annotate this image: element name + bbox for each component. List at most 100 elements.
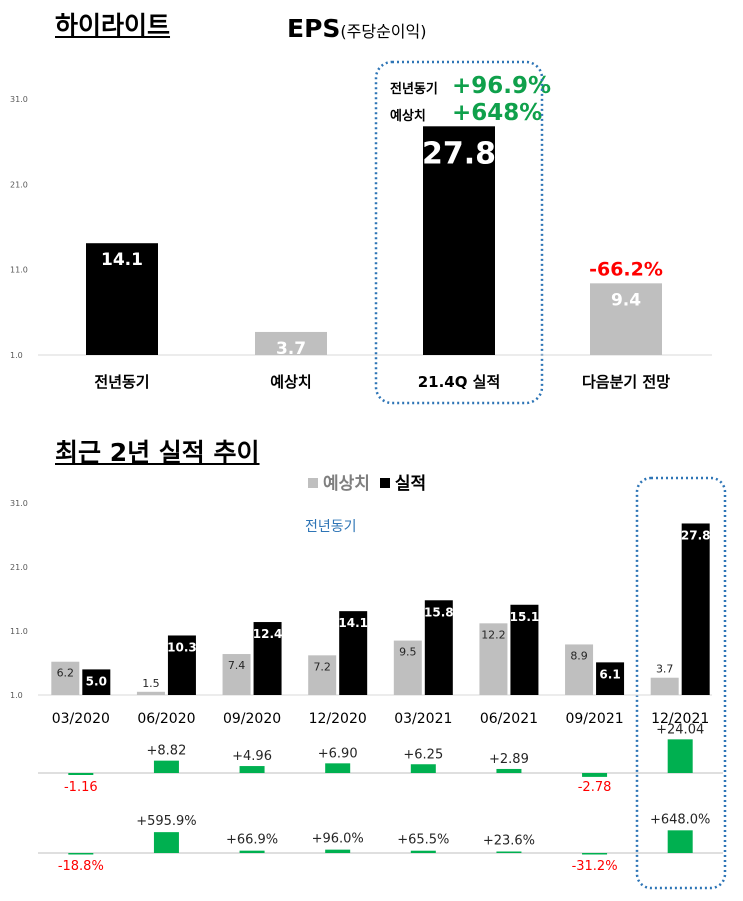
difference-label: -2.78: [578, 780, 612, 795]
callout-estimate-value: +648%: [452, 100, 543, 126]
top-bar-value-label: 14.1: [101, 250, 143, 270]
trend-actual-label: 10.3: [167, 640, 197, 654]
difference-label: +24.04: [656, 722, 704, 737]
top-chart-group: 1.0 11.0 21.0 31.0 14.1 전년동기 3.7 예상치 27.8 21.4Q 실…: [10, 95, 712, 391]
trend-chart-group: 1.0 11.0 21.0 31.0 6.2 5.0 03/2020 1.5 10.3 06/20…: [10, 499, 712, 727]
trend-estimate-label: 7.2: [313, 660, 331, 673]
difference-bar: [496, 768, 522, 773]
eps-chart-title: EPS(주당순이익): [287, 14, 427, 43]
eps-title-sub: (주당순이익): [340, 22, 427, 41]
section-title-trend: 최근 2년 실적 추이: [55, 438, 260, 467]
trend-actual-bar: [596, 662, 625, 695]
difference-bar: [325, 763, 351, 773]
trend-actual-label: 12.4: [253, 627, 283, 641]
percent-label: +96.0%: [312, 832, 364, 847]
legend-label-actual: 실적: [394, 474, 427, 494]
top-bar: [423, 126, 495, 355]
section-title-highlight: 하이라이트: [55, 11, 171, 40]
percent-chart-group: -18.8% +595.9% +66.9% +96.0% +65.5% +23.6% -31…: [38, 812, 723, 874]
trend-estimate-bar: [479, 623, 508, 695]
trend-actual-label: 14.1: [338, 616, 368, 630]
trend-actual-label: 15.8: [424, 605, 454, 619]
trend-estimate-bar: [308, 655, 337, 695]
percent-bar: [582, 853, 608, 855]
difference-bar: [667, 739, 693, 773]
top-ytick-label: 21.0: [10, 180, 28, 189]
eps-title-main: EPS: [287, 14, 341, 43]
trend-category-label: 03/2021: [394, 711, 452, 727]
trend-category-label: 03/2020: [52, 711, 110, 727]
percent-label: -31.2%: [572, 859, 618, 874]
top-category-label: 예상치: [270, 373, 311, 391]
difference-bar: [239, 766, 265, 773]
percent-bar: [68, 853, 94, 855]
trend-actual-label: 5.0: [86, 674, 107, 688]
highlight-box-bottom: [635, 476, 727, 890]
trend-actual-bar: [510, 604, 539, 695]
top-change-annotation: -66.2%: [589, 258, 663, 280]
trend-estimate-label: 3.7: [656, 663, 674, 676]
percent-label: -18.8%: [58, 859, 104, 874]
top-category-label: 21.4Q 실적: [418, 373, 501, 391]
trend-category-label: 09/2021: [565, 711, 623, 727]
callout-yoy: 전년동기 +96.9%: [390, 73, 551, 99]
top-bar: [255, 331, 327, 355]
percent-bar: [325, 849, 351, 853]
trend-estimate-label: 9.5: [399, 646, 417, 659]
trend-estimate-label: 12.2: [481, 628, 506, 641]
trend-actual-bar: [339, 611, 368, 695]
percent-label: +65.5%: [397, 833, 449, 848]
top-ytick-label: 1.0: [10, 351, 23, 360]
top-bar-value-label: 9.4: [611, 290, 641, 310]
difference-bar: [153, 760, 179, 773]
trend-ytick-label: 31.0: [10, 499, 28, 508]
trend-estimate-bar: [136, 691, 165, 695]
trend-actual-bar: [681, 523, 710, 695]
trend-category-label: 06/2020: [137, 711, 195, 727]
top-bar-value-label: 27.8: [422, 136, 496, 171]
chart-legend: 예상치 실적: [308, 469, 436, 494]
highlight-box-top: [374, 60, 544, 405]
callout-estimate: 예상치 +648%: [390, 100, 542, 126]
trend-estimate-label: 8.9: [570, 649, 588, 662]
trend-estimate-bar: [650, 677, 679, 695]
percent-bar: [496, 851, 522, 853]
percent-bar: [239, 850, 265, 853]
trend-actual-label: 6.1: [599, 667, 620, 681]
legend-swatch-estimate: [308, 478, 318, 488]
legend-item-actual: 실적: [379, 474, 427, 494]
yoy-note: 전년동기: [305, 519, 357, 535]
trend-category-label: 12/2020: [309, 711, 367, 727]
percent-bar: [410, 850, 436, 853]
percent-label: +595.9%: [136, 814, 196, 829]
top-bar: [590, 283, 662, 355]
legend-swatch-actual: [379, 478, 390, 488]
trend-actual-bar: [167, 635, 196, 695]
trend-estimate-label: 7.4: [228, 659, 246, 672]
difference-label: +6.25: [403, 747, 443, 762]
top-ytick-label: 11.0: [10, 266, 28, 275]
percent-label: +66.9%: [226, 833, 278, 848]
difference-label: +2.89: [489, 752, 529, 767]
trend-estimate-bar: [222, 654, 251, 695]
trend-actual-bar: [424, 600, 453, 695]
trend-actual-label: 15.1: [510, 610, 540, 624]
difference-bar: [582, 773, 608, 777]
top-bar: [86, 243, 158, 355]
difference-bar: [68, 773, 94, 775]
trend-actual-label: 27.8: [681, 528, 711, 542]
trend-estimate-bar: [565, 644, 594, 695]
callout-yoy-label: 전년동기: [390, 82, 438, 97]
top-category-label: 전년동기: [94, 373, 149, 391]
callout-yoy-value: +96.9%: [452, 73, 552, 99]
top-ytick-label: 31.0: [10, 95, 28, 104]
difference-label: +4.96: [232, 749, 272, 764]
percent-bar: [153, 832, 179, 853]
trend-estimate-label: 6.2: [57, 667, 75, 680]
percent-label: +648.0%: [650, 812, 710, 827]
difference-label: -1.16: [64, 780, 98, 795]
trend-estimate-bar: [51, 661, 80, 695]
trend-actual-bar: [253, 622, 282, 695]
